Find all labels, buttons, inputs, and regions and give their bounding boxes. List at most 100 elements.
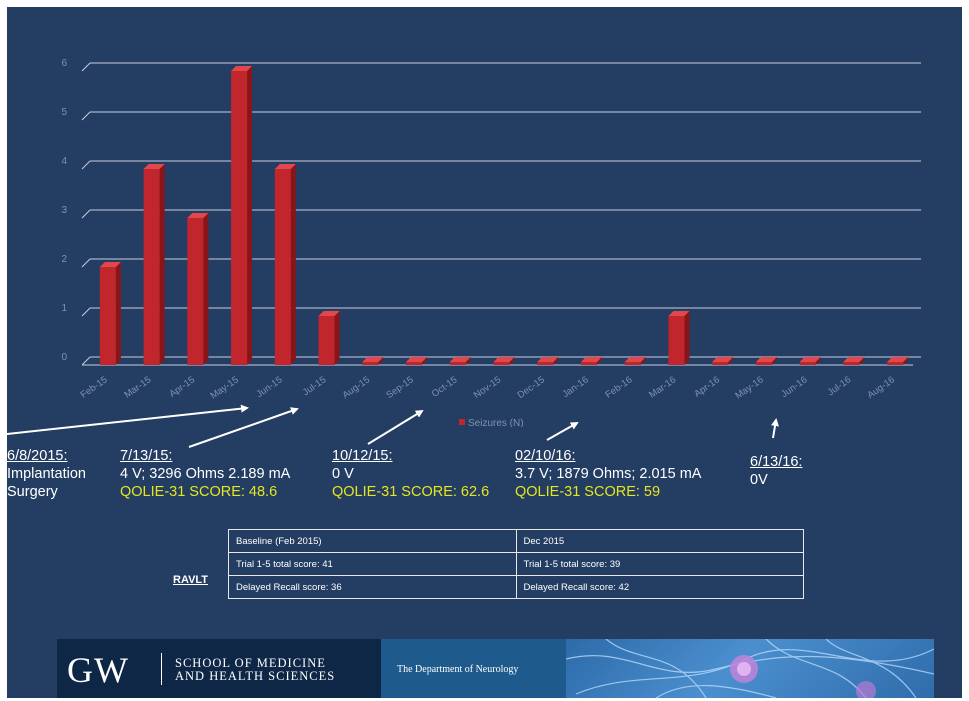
bar-top — [99, 262, 121, 267]
annotation-date: 10/12/15: — [332, 448, 393, 464]
bar-side — [553, 357, 559, 365]
annotation-line: Implantation — [7, 466, 86, 482]
bar-side — [509, 357, 515, 365]
y-tick-label: 0 — [61, 352, 67, 363]
y-tick-label: 3 — [61, 205, 67, 216]
annotation-date: 6/13/16: — [750, 454, 803, 470]
bar-side — [596, 357, 602, 365]
annotation-date: 7/13/15: — [120, 448, 173, 464]
bar-top — [624, 357, 646, 362]
bar-top — [887, 357, 909, 362]
gridline-depth — [81, 307, 91, 317]
y-tick-label: 5 — [61, 107, 67, 118]
gridline-depth — [81, 209, 91, 219]
qolie-score: QOLIE-31 SCORE: 48.6 — [120, 484, 278, 500]
annotation-feb-2016: 02/10/16: 3.7 V; 1879 Ohms; 2.015 mA QOL… — [515, 447, 701, 501]
arrow-3 — [367, 409, 424, 445]
bar-side — [203, 213, 209, 365]
y-tick-label: 1 — [61, 303, 67, 314]
table-row: Delayed Recall score: 36 Delayed Recall … — [228, 575, 804, 599]
bar-side — [290, 164, 296, 365]
bar-top — [537, 357, 559, 362]
bar-top — [493, 357, 515, 362]
annotation-date: 02/10/16: — [515, 448, 576, 464]
bar — [799, 362, 816, 365]
gridline-depth — [81, 111, 91, 121]
bar-side — [684, 311, 690, 365]
bar-top — [187, 213, 209, 218]
qolie-score: QOLIE-31 SCORE: 62.6 — [332, 484, 490, 500]
table-cell: Delayed Recall score: 36 — [228, 575, 517, 599]
table-header-cell: Dec 2015 — [515, 529, 804, 553]
bar-top — [362, 357, 384, 362]
y-tick-label: 4 — [61, 156, 67, 167]
footer-banner: GW SCHOOL OF MEDICINE AND HEALTH SCIENCE… — [57, 639, 934, 698]
bar — [537, 362, 554, 365]
bar-side — [859, 357, 865, 365]
bar-side — [815, 357, 821, 365]
gridline-depth — [81, 160, 91, 170]
bar — [449, 362, 466, 365]
bar — [318, 316, 335, 365]
bar — [143, 169, 160, 365]
annotation-implantation: 6/8/2015: Implantation Surgery — [7, 447, 86, 501]
bar — [624, 362, 641, 365]
table-row: Trial 1-5 total score: 41 Trial 1-5 tota… — [228, 552, 804, 576]
table-cell: Trial 1-5 total score: 39 — [515, 552, 804, 576]
bar — [668, 316, 685, 365]
department-panel: The Department of Neurology — [381, 639, 566, 698]
bar-side — [422, 357, 428, 365]
bar-side — [115, 262, 121, 365]
bar-top — [755, 357, 777, 362]
bar-side — [728, 357, 734, 365]
annotation-jul-2015: 7/13/15: 4 V; 3296 Ohms 2.189 mA QOLIE-3… — [120, 447, 290, 501]
bar-top — [668, 311, 690, 316]
bar — [712, 362, 729, 365]
bar-top — [843, 357, 865, 362]
school-name-line: AND HEALTH SCIENCES — [175, 669, 336, 683]
bar-side — [159, 164, 165, 365]
table-cell: Delayed Recall score: 42 — [515, 575, 804, 599]
school-name-line: SCHOOL OF MEDICINE — [175, 656, 326, 670]
legend-label: Seizures (N) — [468, 418, 524, 427]
gridline-depth — [81, 356, 91, 366]
bar — [99, 267, 116, 365]
bar — [187, 218, 204, 365]
annotation-line: 0 V — [332, 466, 354, 482]
arrow-2 — [188, 407, 299, 448]
bar — [362, 362, 379, 365]
bar-top — [799, 357, 821, 362]
department-name: The Department of Neurology — [397, 664, 519, 675]
bar-top — [712, 357, 734, 362]
bar-side — [378, 357, 384, 365]
arrow-1 — [7, 404, 249, 435]
bar — [274, 169, 291, 365]
gw-logo: GW — [67, 650, 129, 690]
bar — [887, 362, 904, 365]
annotation-arrows — [7, 404, 779, 448]
bar-top — [318, 311, 340, 316]
table-header-cell: Baseline (Feb 2015) — [228, 529, 517, 553]
qolie-score: QOLIE-31 SCORE: 59 — [515, 484, 661, 500]
arrow-4 — [546, 422, 579, 441]
bar-side — [334, 311, 340, 365]
bar — [493, 362, 510, 365]
legend-swatch — [459, 419, 465, 425]
bar-side — [247, 66, 253, 365]
gridline-depth — [81, 62, 91, 72]
bar-top — [406, 357, 428, 362]
bar-top — [143, 164, 165, 169]
gridline-depth — [81, 258, 91, 268]
bar-side — [771, 357, 777, 365]
annotation-date: 6/8/2015: — [7, 448, 68, 464]
bar-side — [465, 357, 471, 365]
bar-top — [580, 357, 602, 362]
bar — [406, 362, 423, 365]
arrow-5 — [771, 418, 779, 439]
bar-side — [903, 357, 909, 365]
bar-top — [274, 164, 296, 169]
annotation-line: 4 V; 3296 Ohms 2.189 mA — [120, 466, 291, 482]
annotation-jun-2016: 6/13/16: 0V — [750, 453, 802, 489]
